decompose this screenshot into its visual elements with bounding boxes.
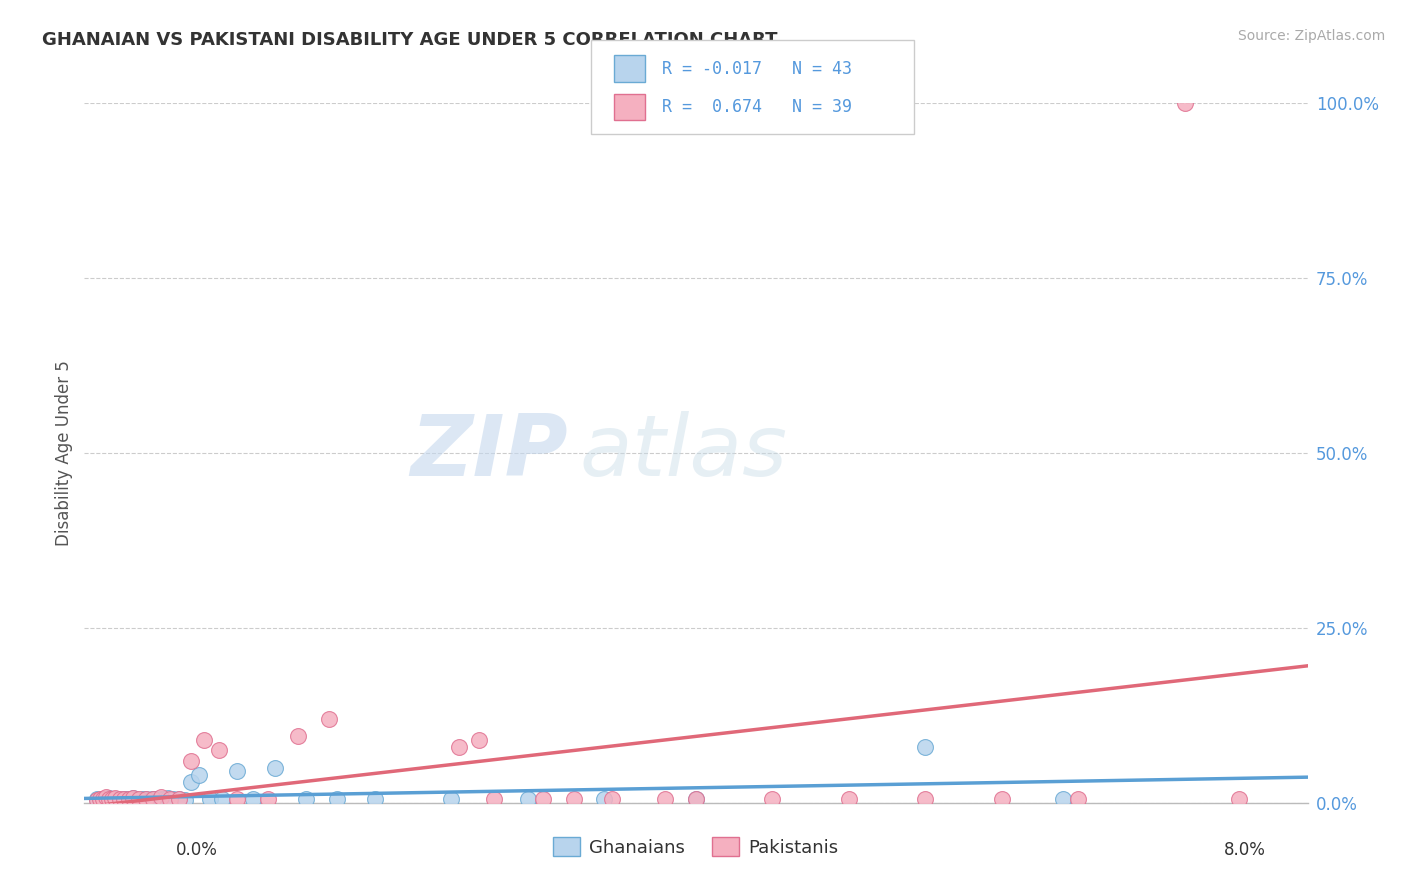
Text: 0.0%: 0.0%: [176, 840, 218, 858]
Point: [468, 732, 491, 747]
Point: [122, 791, 145, 805]
Point: [107, 791, 129, 805]
Point: [89, 793, 111, 807]
Point: [914, 739, 936, 754]
Text: atlas: atlas: [579, 411, 787, 494]
Point: [125, 792, 148, 806]
Point: [226, 764, 249, 779]
Point: [101, 791, 124, 805]
Point: [562, 792, 585, 806]
Point: [1227, 792, 1250, 806]
Point: [211, 792, 233, 806]
Point: [104, 792, 127, 806]
Point: [447, 739, 470, 754]
Point: [516, 792, 538, 806]
Point: [1067, 792, 1090, 806]
Text: ZIP: ZIP: [411, 411, 568, 494]
Point: [838, 792, 860, 806]
Text: GHANAIAN VS PAKISTANI DISABILITY AGE UNDER 5 CORRELATION CHART: GHANAIAN VS PAKISTANI DISABILITY AGE UND…: [42, 31, 778, 49]
Point: [208, 743, 231, 757]
Point: [101, 793, 124, 807]
Point: [115, 791, 138, 805]
Text: R = -0.017   N = 43: R = -0.017 N = 43: [662, 60, 852, 78]
Point: [600, 791, 623, 805]
Point: [149, 790, 172, 805]
Point: [162, 792, 184, 806]
Point: [120, 793, 142, 807]
Point: [110, 793, 132, 807]
Point: [482, 792, 505, 806]
Point: [122, 791, 145, 805]
Point: [94, 790, 117, 805]
Point: [914, 791, 936, 805]
Point: [180, 754, 202, 768]
Point: [146, 793, 169, 807]
Point: [138, 793, 160, 807]
Point: [761, 792, 783, 806]
Point: [167, 792, 190, 806]
Point: [153, 792, 176, 806]
Point: [180, 774, 202, 789]
Point: [685, 791, 707, 805]
Point: [193, 732, 215, 747]
Point: [128, 792, 150, 806]
Point: [86, 793, 108, 807]
Point: [131, 791, 153, 805]
Legend: Ghanaians, Pakistanis: Ghanaians, Pakistanis: [546, 830, 846, 863]
Point: [264, 761, 287, 775]
Point: [242, 792, 264, 806]
Point: [159, 791, 181, 805]
Point: [295, 792, 318, 806]
Point: [141, 791, 163, 805]
Point: [157, 791, 180, 805]
Point: [287, 729, 309, 743]
Point: [318, 712, 340, 726]
Point: [143, 792, 166, 806]
Point: [94, 792, 117, 806]
Point: [97, 792, 120, 806]
Point: [364, 791, 387, 805]
Point: [112, 792, 135, 806]
Y-axis label: Disability Age Under 5: Disability Age Under 5: [55, 359, 73, 546]
Point: [685, 792, 707, 806]
Point: [188, 768, 211, 782]
Point: [128, 793, 150, 807]
Point: [97, 791, 120, 805]
Point: [135, 792, 157, 806]
Point: [86, 792, 108, 806]
Point: [167, 791, 190, 805]
Point: [198, 792, 221, 806]
Point: [593, 792, 616, 806]
Point: [108, 792, 131, 806]
Point: [135, 791, 157, 805]
Point: [991, 792, 1014, 806]
Text: Source: ZipAtlas.com: Source: ZipAtlas.com: [1237, 29, 1385, 43]
Point: [654, 792, 676, 806]
Point: [91, 792, 114, 806]
Text: R =  0.674   N = 39: R = 0.674 N = 39: [662, 98, 852, 116]
Point: [1174, 95, 1197, 110]
Point: [325, 792, 347, 806]
Point: [104, 791, 127, 805]
Text: 8.0%: 8.0%: [1223, 840, 1265, 858]
Point: [142, 792, 165, 806]
Point: [89, 791, 111, 805]
Point: [174, 793, 197, 807]
Point: [1052, 792, 1074, 806]
Point: [112, 791, 135, 805]
Point: [531, 791, 554, 805]
Point: [118, 792, 141, 806]
Point: [91, 791, 114, 805]
Point: [257, 791, 280, 805]
Point: [149, 791, 172, 805]
Point: [226, 792, 249, 806]
Point: [440, 792, 463, 806]
